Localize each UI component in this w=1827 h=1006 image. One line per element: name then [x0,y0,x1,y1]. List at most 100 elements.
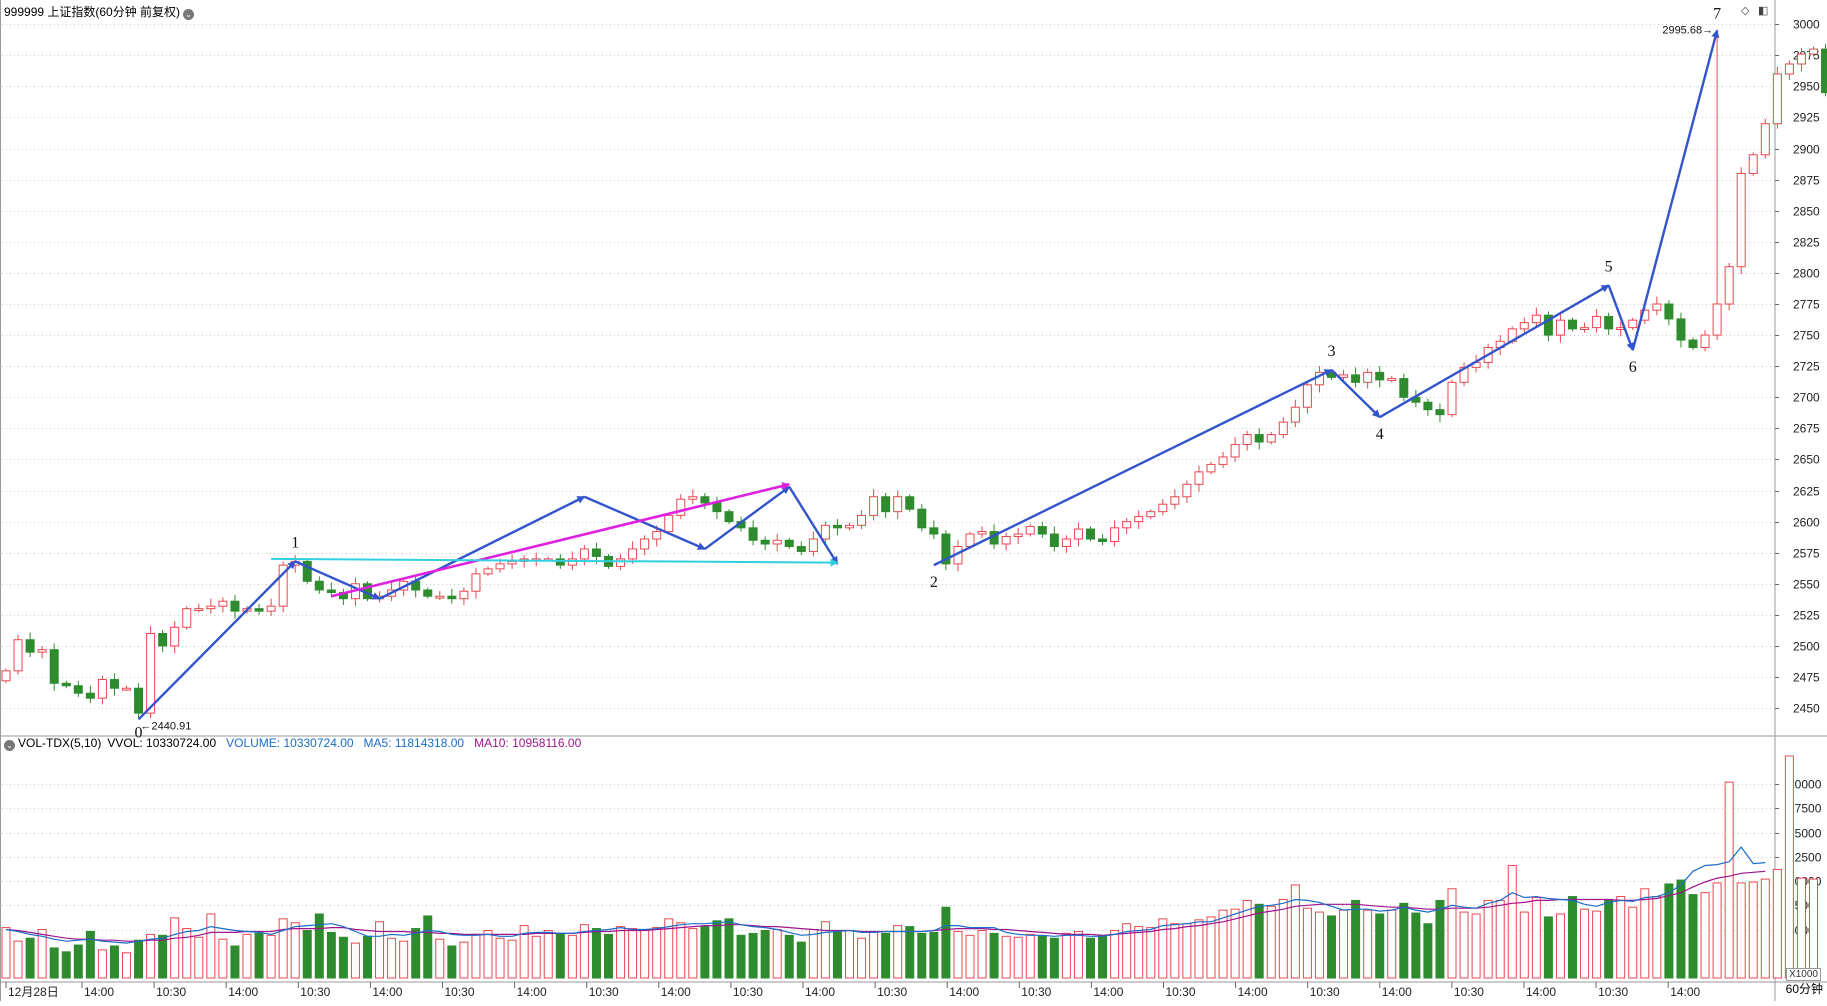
volume-bar [97,949,107,979]
candle [1809,46,1818,57]
volume-bar [567,934,577,979]
candle-body [1013,533,1023,538]
candle-body [881,496,891,513]
chart-title: 999999 上证指数(60分钟 前复权) [4,5,181,19]
volume-bar [13,940,23,979]
candle-body [893,496,903,513]
volume-bar [1278,898,1288,979]
time-tick-label: 14:00 [228,985,258,999]
candle [314,576,324,594]
time-tick-label: 14:00 [1526,985,1556,999]
price-tick-label: 3000 [1793,18,1820,32]
volume-bar [869,931,879,979]
candle-body [628,548,638,560]
period-label[interactable]: 60分钟 [1785,982,1823,996]
volume-bar [1712,882,1722,979]
price-tick-label: 2900 [1793,143,1820,157]
candle-body [1266,434,1276,443]
volume-bar [1061,932,1071,979]
price-tick-label: 2600 [1793,516,1820,530]
volume-bar [1206,916,1216,979]
volume-bar [531,935,541,979]
candle [170,621,180,654]
candle-body [1339,374,1349,378]
volume-bar [459,941,469,979]
volume-bar [1676,879,1686,979]
candle-body [471,573,481,592]
candle-body [37,649,47,653]
candle [1266,432,1276,445]
candle-body [1170,496,1180,505]
candle [1796,47,1806,72]
candle [1182,480,1192,503]
candle [1652,296,1662,316]
time-tick-label: 14:00 [1093,985,1123,999]
time-tick-label: 10:30 [1310,985,1340,999]
volume-bar [1,927,11,979]
price-tick-label: 2825 [1793,236,1820,250]
candle-body [1375,371,1385,381]
candle [1664,300,1674,326]
volume-bar [1073,930,1083,979]
candle-body [230,600,240,612]
candle [218,597,228,613]
chevron-down-icon[interactable]: ⌄ [183,9,195,20]
volume-bar [471,933,481,979]
volume-bar [314,913,324,979]
candle-body [869,496,879,516]
candle-body [1568,319,1577,330]
candle-body [218,600,228,607]
candle-body [1580,327,1590,330]
volume-bar [363,935,372,979]
candle-body [158,633,168,647]
candle [1278,417,1288,439]
diamond-icon[interactable]: ◇ [1741,5,1750,17]
volume-bar [1146,927,1156,979]
candle [1170,489,1180,510]
candle [1748,152,1758,176]
candle [700,493,710,510]
candle-body [579,548,589,560]
volume-bar [1640,888,1650,979]
wave-arrow [1607,284,1635,351]
volume-bar [1772,868,1782,979]
time-tick-label: 10:30 [1598,985,1628,999]
panel-toggle-icon[interactable]: ◧ [1758,5,1769,17]
candle [869,489,879,521]
wave-arrow [1330,369,1381,419]
candle-body [905,496,915,510]
candle [109,673,119,696]
volume-bar [1290,884,1300,979]
wave-labels: 0 1 2 3 4 5 6 7 ←2440.91 2995.68→ [135,5,1722,741]
price-tick-label: 2500 [1793,640,1820,654]
volume-bar [170,917,180,979]
candle [1435,403,1445,423]
price-tick-label: 2700 [1793,391,1820,405]
subwave-arrow [583,495,706,551]
candle [1230,437,1240,462]
volume-bar [628,928,638,979]
candle-body [435,595,445,599]
candle-body [1604,315,1614,330]
candle [447,588,457,604]
candle-body [567,558,577,566]
candle [459,587,469,605]
volume-bar [700,926,710,979]
candle-body [49,649,59,684]
candle [1206,461,1216,475]
candle [25,632,35,658]
candle-body [182,608,192,628]
price-tick-label: 2675 [1793,422,1820,436]
volume-bar [652,927,662,979]
volume-bar [1242,899,1252,979]
volume-bar [37,929,47,979]
candle-body [97,679,107,699]
volume-bar [832,930,842,979]
vvol-value: VVOL: 10330724.00 [107,736,217,750]
volume-bar [206,913,216,979]
volume-bar [760,929,770,979]
candle-body [1809,48,1818,55]
chevron-down-icon[interactable]: ⌄ [4,740,15,751]
volume-bar [338,936,348,979]
wave-label: 5 [1605,258,1613,275]
